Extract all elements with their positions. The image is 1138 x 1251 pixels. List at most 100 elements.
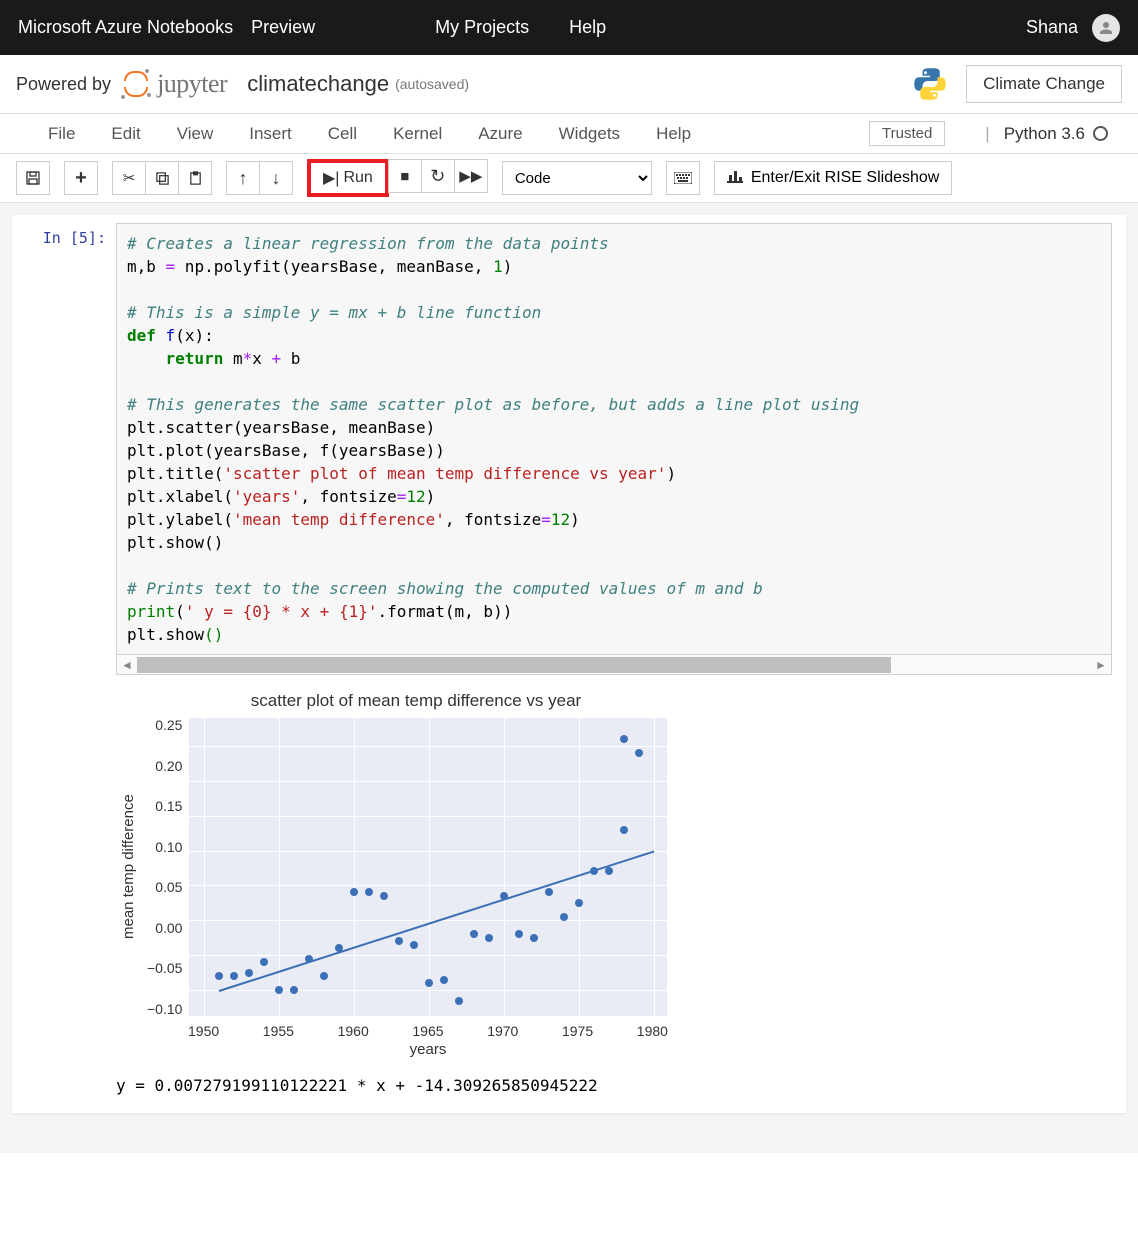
xtick-label: 1965	[412, 1023, 443, 1039]
cell-output: scatter plot of mean temp difference vs …	[116, 681, 1112, 1105]
scatter-point	[635, 749, 643, 757]
menubar: FileEditViewInsertCellKernelAzureWidgets…	[0, 114, 1138, 154]
nav-my-projects[interactable]: My Projects	[435, 17, 529, 38]
kernel-status-icon	[1093, 126, 1108, 141]
scatter-point	[335, 944, 343, 952]
input-prompt: In [5]:	[26, 223, 116, 675]
xtick-label: 1970	[487, 1023, 518, 1039]
scatter-point	[275, 986, 283, 994]
menu-cell[interactable]: Cell	[310, 124, 375, 143]
menu-widgets[interactable]: Widgets	[541, 124, 638, 143]
chart-ylabel: mean temp difference	[116, 717, 141, 1017]
ytick-label: 0.00	[155, 920, 182, 936]
chart-xlabel: years	[188, 1039, 668, 1058]
scatter-point	[365, 888, 373, 896]
scatter-point	[440, 976, 448, 984]
scatter-point	[485, 934, 493, 942]
xtick-label: 1960	[338, 1023, 369, 1039]
climate-change-button[interactable]: Climate Change	[966, 65, 1122, 103]
autosaved-label: (autosaved)	[395, 76, 469, 92]
run-label: Run	[343, 169, 372, 187]
scatter-point	[290, 986, 298, 994]
horizontal-scrollbar[interactable]: ◄ ►	[116, 655, 1112, 675]
scatter-point	[605, 867, 613, 875]
trusted-badge[interactable]: Trusted	[869, 121, 945, 146]
bar-chart-icon	[727, 169, 743, 188]
scatter-point	[245, 969, 253, 977]
azure-top-bar: Microsoft Azure Notebooks Preview My Pro…	[0, 0, 1138, 55]
notebook-name[interactable]: climatechange	[247, 71, 389, 97]
paste-button[interactable]	[178, 161, 212, 195]
run-button[interactable]: ▶︎| Run	[307, 159, 389, 197]
rise-slideshow-button[interactable]: Enter/Exit RISE Slideshow	[714, 161, 953, 195]
scroll-left-icon[interactable]: ◄	[117, 658, 137, 672]
scatter-point	[395, 937, 403, 945]
menu-kernel[interactable]: Kernel	[375, 124, 460, 143]
chart-yaxis: 0.250.200.150.100.050.00−0.05−0.10	[141, 717, 188, 1017]
move-up-button[interactable]: ↑	[226, 161, 260, 195]
menu-edit[interactable]: Edit	[93, 124, 158, 143]
scatter-point	[515, 930, 523, 938]
ytick-label: −0.10	[147, 1001, 182, 1017]
user-name[interactable]: Shana	[1026, 17, 1078, 38]
ytick-label: 0.25	[155, 717, 182, 733]
restart-button[interactable]: ↻	[421, 159, 455, 193]
menu-help[interactable]: Help	[638, 124, 709, 143]
fast-forward-button[interactable]: ▶▶	[454, 159, 488, 193]
kernel-indicator[interactable]: Python 3.6	[985, 124, 1108, 144]
jupyter-text: jupyter	[157, 69, 227, 99]
code-input-area[interactable]: # Creates a linear regression from the d…	[116, 223, 1112, 655]
user-avatar-icon[interactable]	[1092, 14, 1120, 42]
scatter-point	[455, 997, 463, 1005]
menu-insert[interactable]: Insert	[231, 124, 310, 143]
ytick-label: −0.05	[147, 960, 182, 976]
brand-label: Microsoft Azure Notebooks	[18, 17, 233, 38]
add-cell-button[interactable]: +	[64, 161, 98, 195]
scatter-point	[620, 826, 628, 834]
scatter-point	[530, 934, 538, 942]
stop-button[interactable]: ■	[388, 159, 422, 193]
scatter-point	[230, 972, 238, 980]
ytick-label: 0.15	[155, 798, 182, 814]
python-logo-icon	[912, 66, 948, 102]
scatter-point	[380, 892, 388, 900]
code-cell[interactable]: In [5]: # Creates a linear regression fr…	[26, 223, 1112, 675]
scroll-right-icon[interactable]: ►	[1091, 658, 1111, 672]
xtick-label: 1950	[188, 1023, 219, 1039]
scatter-point	[545, 888, 553, 896]
toolbar: + ✂ ↑ ↓ ▶︎| Run ■ ↻ ▶▶ Code Enter/Exit R…	[0, 154, 1138, 203]
xtick-label: 1975	[562, 1023, 593, 1039]
scatter-point	[590, 867, 598, 875]
run-icon: ▶︎|	[323, 168, 339, 188]
menu-azure[interactable]: Azure	[460, 124, 540, 143]
ytick-label: 0.10	[155, 839, 182, 855]
copy-button[interactable]	[145, 161, 179, 195]
menu-file[interactable]: File	[30, 124, 93, 143]
nav-help[interactable]: Help	[569, 17, 606, 38]
menu-view[interactable]: View	[159, 124, 232, 143]
scatter-point	[410, 941, 418, 949]
save-button[interactable]	[16, 161, 50, 195]
scatter-point	[320, 972, 328, 980]
command-palette-button[interactable]	[666, 161, 700, 195]
ytick-label: 0.05	[155, 879, 182, 895]
cell-type-select[interactable]: Code	[502, 161, 652, 195]
scatter-point	[305, 955, 313, 963]
scatter-point	[575, 899, 583, 907]
scroll-thumb[interactable]	[137, 657, 891, 673]
kernel-name-label: Python 3.6	[1004, 124, 1085, 144]
chart-plot-area	[188, 717, 668, 1017]
cut-button[interactable]: ✂	[112, 161, 146, 195]
scatter-point	[470, 930, 478, 938]
chart-xaxis: 1950195519601965197019751980	[188, 1017, 668, 1039]
powered-by-label: Powered by	[16, 74, 111, 95]
scatter-point	[350, 888, 358, 896]
scatter-point	[500, 892, 508, 900]
scatter-chart: scatter plot of mean temp difference vs …	[116, 691, 716, 1058]
move-down-button[interactable]: ↓	[259, 161, 293, 195]
jupyter-header: Powered by jupyter climatechange (autosa…	[0, 55, 1138, 114]
jupyter-logo[interactable]: jupyter	[121, 69, 227, 99]
scatter-point	[215, 972, 223, 980]
output-text: y = 0.007279199110122221 * x + -14.30926…	[116, 1058, 1112, 1095]
chart-title: scatter plot of mean temp difference vs …	[116, 691, 716, 711]
